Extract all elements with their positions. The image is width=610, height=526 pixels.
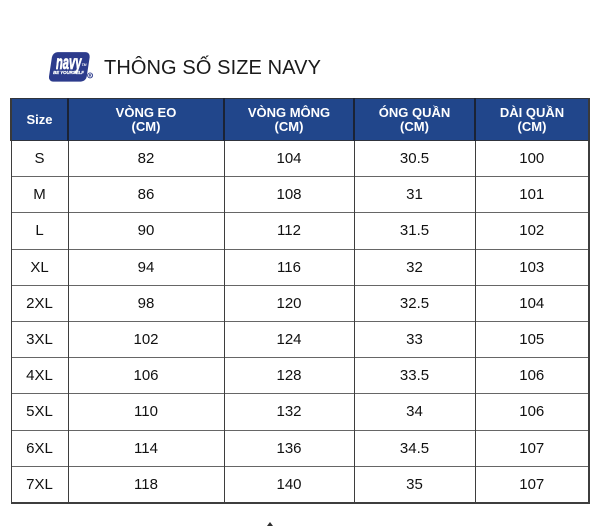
svg-text:BE YOURSELF: BE YOURSELF bbox=[53, 70, 85, 76]
svg-text:navy: navy bbox=[56, 53, 82, 74]
svg-text:TM: TM bbox=[82, 63, 87, 67]
svg-text:R: R bbox=[89, 73, 92, 78]
